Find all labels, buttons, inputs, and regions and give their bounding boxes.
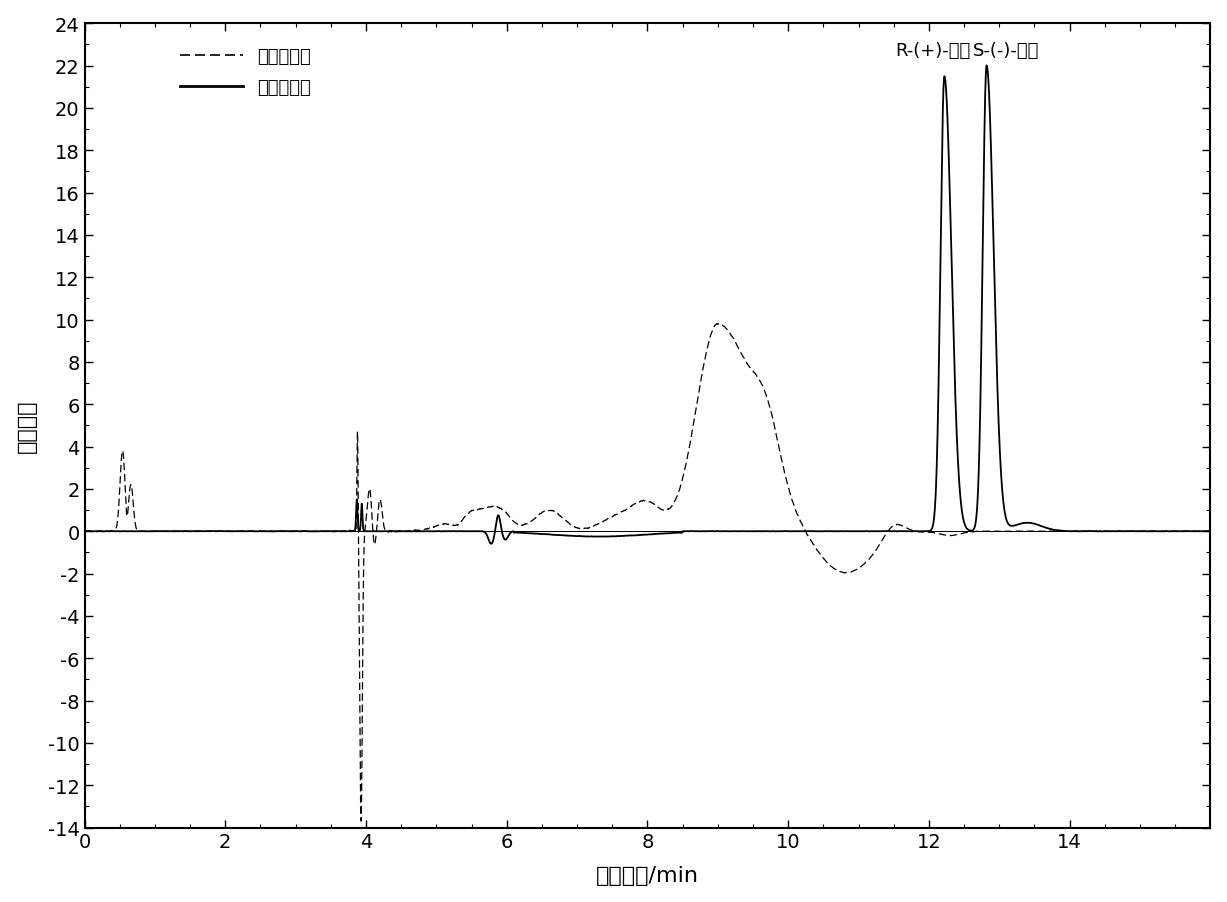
Text: S-(-)-烟碑: S-(-)-烟碑 [973, 42, 1039, 60]
一维色谱图 [710, 318, 725, 329]
一维色谱图 [353, 815, 368, 826]
X-axis label: 保留时间/min: 保留时间/min [596, 865, 699, 886]
二维色谱图 [906, 526, 920, 537]
Y-axis label: 响应强度: 响应强度 [17, 400, 37, 453]
二维色谱图 [1202, 527, 1217, 538]
一维色谱图 [115, 448, 130, 459]
一维色谱图 [77, 526, 92, 537]
二维色谱图 [1047, 525, 1061, 536]
二维色谱图 [77, 526, 92, 537]
二维色谱图 [626, 530, 640, 541]
二维色谱图 [979, 61, 994, 72]
一维色谱图 [906, 526, 920, 537]
二维色谱图 [507, 527, 521, 538]
Text: R-(+)-烟碑: R-(+)-烟碑 [894, 42, 971, 60]
一维色谱图 [1047, 526, 1061, 537]
一维色谱图 [704, 328, 719, 339]
一维色谱图 [1202, 527, 1217, 538]
二维色谱图 [115, 526, 130, 537]
Legend: 一维色谱图, 二维色谱图: 一维色谱图, 二维色谱图 [172, 41, 318, 105]
一维色谱图 [626, 501, 640, 511]
Line: 二维色谱图: 二维色谱图 [85, 67, 1210, 544]
二维色谱图 [704, 526, 719, 537]
Line: 一维色谱图: 一维色谱图 [85, 324, 1210, 821]
一维色谱图 [507, 517, 521, 528]
二维色谱图 [483, 538, 498, 549]
